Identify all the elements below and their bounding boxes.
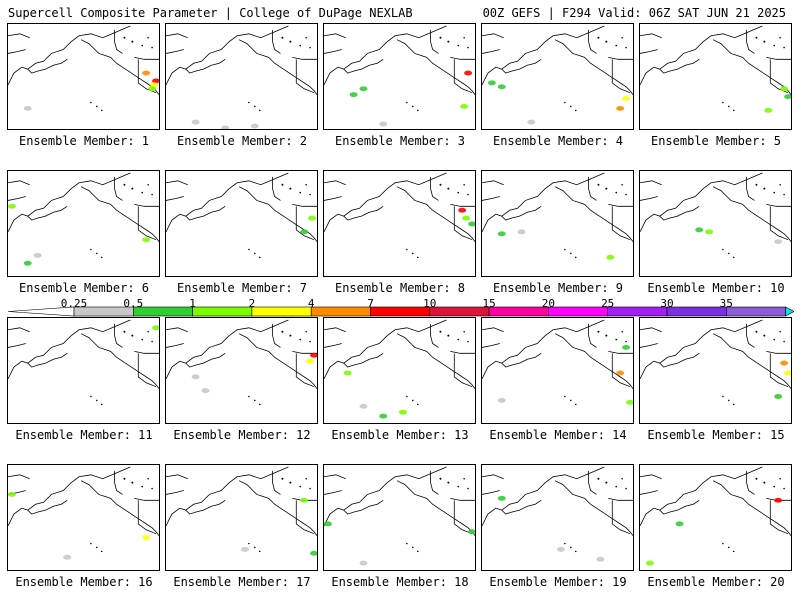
- ensemble-map-panel: [323, 170, 476, 277]
- ensemble-map-panel: [639, 317, 792, 424]
- ensemble-map-panel: [639, 464, 792, 571]
- colorbar: [8, 306, 794, 317]
- header-valid-time: 00Z GEFS | F294 Valid: 06Z SAT JUN 21 20…: [482, 6, 786, 20]
- colorbar-tick-label: 30: [660, 297, 674, 310]
- ensemble-map-panel: [323, 464, 476, 571]
- colorbar-tick-label: 10: [423, 297, 437, 310]
- ensemble-member-label: Ensemble Member: 15: [647, 428, 785, 442]
- colorbar-segment: [488, 306, 549, 317]
- ensemble-member-label: Ensemble Member: 17: [173, 575, 311, 589]
- ensemble-member-label: Ensemble Member: 1: [18, 134, 150, 148]
- ensemble-member-label: Ensemble Member: 19: [489, 575, 627, 589]
- colorbar-high-arrow: [785, 306, 794, 317]
- map-canvas: [166, 172, 317, 259]
- ensemble-map-panel: [323, 23, 476, 130]
- ensemble-map-panel: [639, 170, 792, 277]
- ensemble-member-label: Ensemble Member: 8: [334, 281, 466, 295]
- map-canvas: [482, 172, 633, 260]
- map-canvas: [482, 25, 633, 125]
- ensemble-member-label: Ensemble Member: 4: [492, 134, 624, 148]
- ensemble-map-panel: [7, 170, 160, 277]
- colorbar-tick-label: 20: [541, 297, 556, 310]
- ensemble-map-panel: [323, 317, 476, 424]
- colorbar-tick-label: 4: [307, 297, 315, 310]
- colorbar-tick-label: 35: [719, 297, 733, 310]
- colorbar-segment: [548, 306, 609, 317]
- ensemble-map-panel: [7, 317, 160, 424]
- map-canvas: [8, 25, 159, 112]
- ensemble-member-label: Ensemble Member: 10: [647, 281, 785, 295]
- ensemble-member-label: Ensemble Member: 11: [15, 428, 153, 442]
- colorbar-tick-label: 2: [248, 297, 256, 310]
- ensemble-map-panel: [7, 23, 160, 130]
- ensemble-member-label: Ensemble Member: 2: [176, 134, 308, 148]
- map-canvas: [640, 172, 791, 259]
- ensemble-member-label: Ensemble Member: 20: [647, 575, 785, 589]
- ensemble-member-label: Ensemble Member: 13: [331, 428, 469, 442]
- colorbar-segment: [310, 306, 371, 317]
- map-canvas: [324, 25, 475, 127]
- map-canvas: [324, 319, 475, 419]
- ensemble-map-panel: [639, 23, 792, 130]
- colorbar-segment: [429, 306, 490, 317]
- map-canvas: [482, 466, 633, 562]
- ensemble-member-label: Ensemble Member: 16: [15, 575, 153, 589]
- ensemble-member-label: Ensemble Member: 3: [334, 134, 466, 148]
- colorbar-tick-label: 15: [482, 297, 496, 310]
- map-canvas: [166, 25, 317, 129]
- map-canvas: [8, 466, 159, 560]
- colorbar-tick-label: 25: [601, 297, 615, 310]
- ensemble-member-label: Ensemble Member: 5: [650, 134, 782, 148]
- ensemble-map-panel: [481, 23, 634, 130]
- header-title: Supercell Composite Parameter | College …: [8, 6, 413, 20]
- ensemble-member-label: Ensemble Member: 6: [18, 281, 150, 295]
- map-canvas: [8, 319, 159, 406]
- map-canvas: [166, 319, 317, 406]
- colorbar-segment: [666, 306, 727, 317]
- colorbar-segment: [607, 306, 668, 317]
- colorbar-tick-label: 0.5: [123, 297, 144, 310]
- map-canvas: [8, 172, 159, 266]
- ensemble-member-label: Ensemble Member: 7: [176, 281, 308, 295]
- map-canvas: [482, 319, 633, 406]
- ensemble-member-label: Ensemble Member: 12: [173, 428, 311, 442]
- ensemble-map-panel: [165, 23, 318, 130]
- ensemble-member-label: Ensemble Member: 14: [489, 428, 627, 442]
- map-canvas: [640, 319, 791, 406]
- map-canvas: [640, 466, 791, 566]
- ensemble-map-panel: [7, 464, 160, 571]
- colorbar-tick-label: 7: [367, 297, 374, 310]
- ensemble-member-label: Ensemble Member: 9: [492, 281, 624, 295]
- map-canvas: [640, 25, 791, 113]
- map-canvas: [166, 466, 317, 556]
- map-canvas: [324, 172, 475, 259]
- ensemble-map-panel: [481, 317, 634, 424]
- colorbar-tick-label: 1: [189, 297, 196, 310]
- colorbar-segment: [725, 306, 786, 317]
- ensemble-map-panel: [165, 464, 318, 571]
- ensemble-map-panel: [481, 464, 634, 571]
- colorbar-segment: [370, 306, 431, 317]
- colorbar-segment: [251, 306, 312, 317]
- colorbar-segment: [192, 306, 253, 317]
- ensemble-map-panel: [165, 170, 318, 277]
- map-canvas: [324, 466, 475, 566]
- ensemble-member-label: Ensemble Member: 18: [331, 575, 469, 589]
- ensemble-map-panel: [165, 317, 318, 424]
- colorbar-tick-label: 0.25: [60, 297, 88, 310]
- ensemble-map-panel: [481, 170, 634, 277]
